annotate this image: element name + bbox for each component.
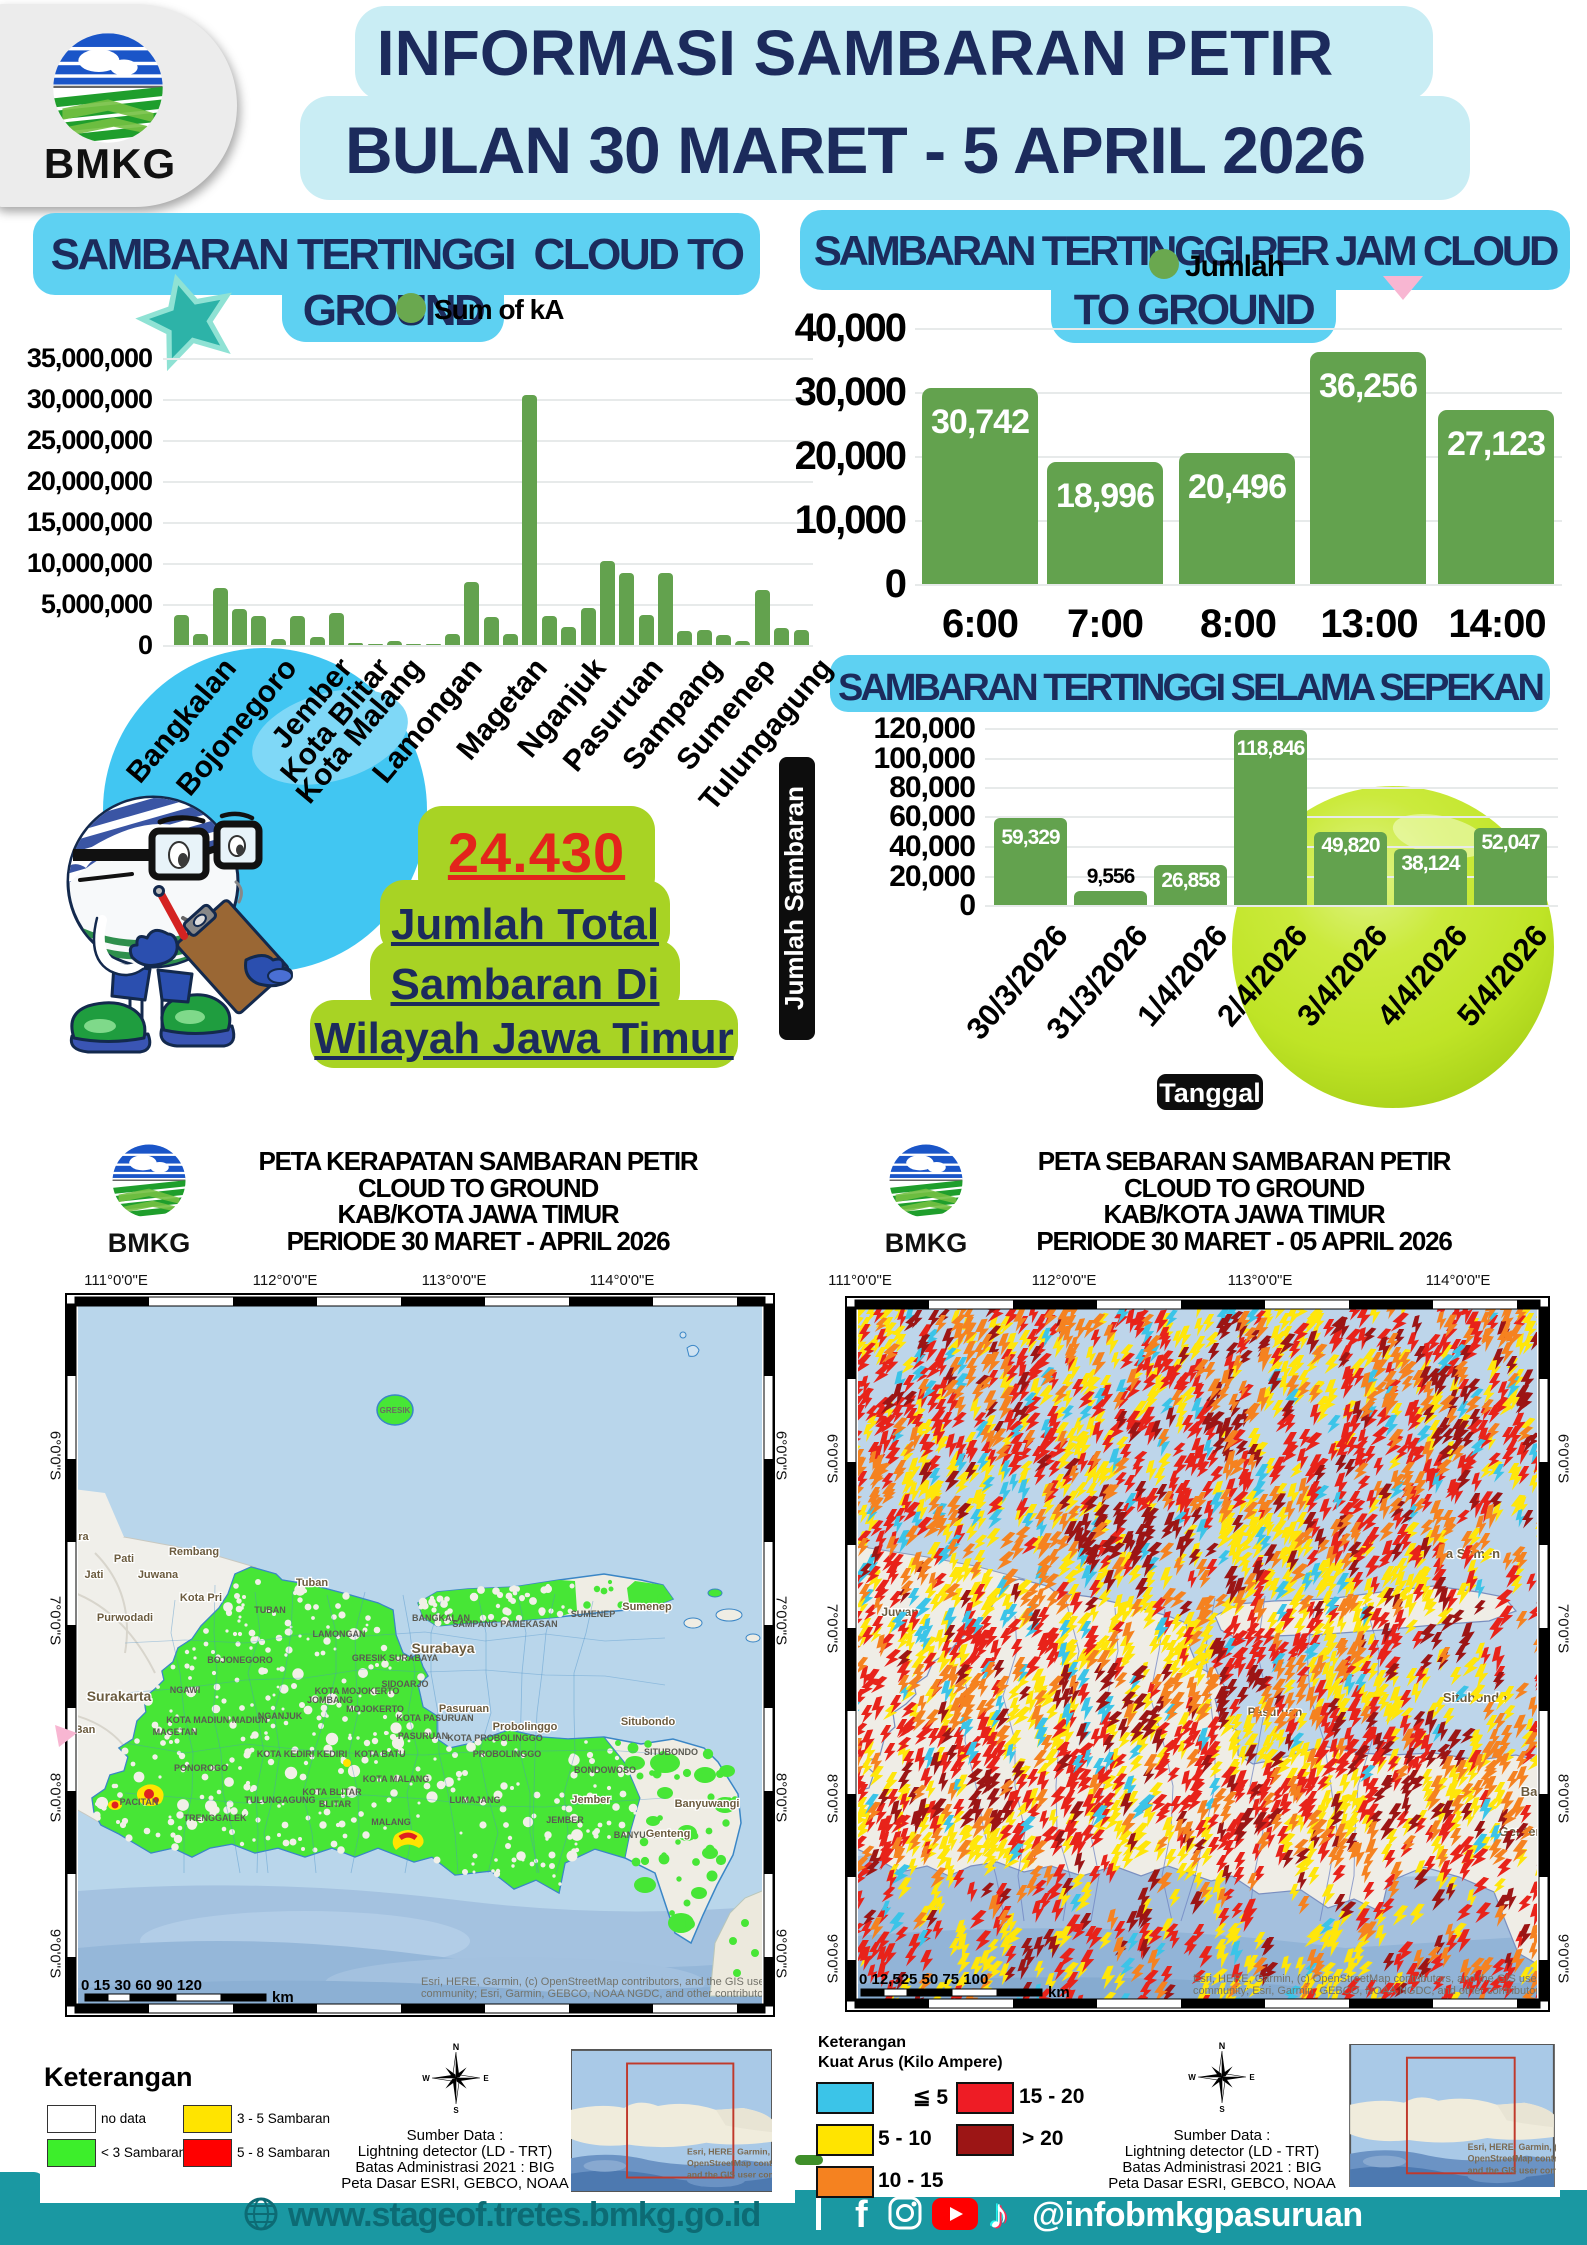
svg-text:SITUBONDO: SITUBONDO (644, 1747, 698, 1757)
svg-text:BLITAR: BLITAR (319, 1799, 352, 1809)
svg-text:Probolinggo: Probolinggo (493, 1721, 558, 1733)
svg-text:♪: ♪ (988, 2194, 1009, 2232)
svg-text:KOTA KEDIRI KEDIRI: KOTA KEDIRI KEDIRI (257, 1749, 348, 1759)
svg-text:Situbondo: Situbondo (621, 1716, 676, 1728)
svg-text:KOTA BATU: KOTA BATU (354, 1749, 405, 1759)
svg-text:Jati: Jati (85, 1569, 104, 1581)
svg-text:GRESIK: GRESIK (380, 1406, 411, 1415)
svg-text:Esri, HERE, Garmin, (c) OpenSt: Esri, HERE, Garmin, (c) OpenStreetMap co… (1193, 1973, 1541, 1985)
svg-text:E: E (483, 2074, 489, 2083)
svg-text:TRENGGALEK: TRENGGALEK (184, 1813, 248, 1823)
svg-text:JEMBER: JEMBER (546, 1815, 584, 1825)
svg-text:Genteng: Genteng (646, 1828, 691, 1840)
svg-text:N: N (1219, 2041, 1226, 2051)
svg-text:BANGKALAN: BANGKALAN (412, 1613, 470, 1623)
svg-text:KOTA MOJOKERTO: KOTA MOJOKERTO (315, 1686, 400, 1696)
svg-text:and the GIS user community,: and the GIS user community, (1468, 2165, 1556, 2175)
svg-text:km: km (1048, 1984, 1070, 2001)
svg-text:W: W (422, 2074, 430, 2083)
svg-text:Surakarta: Surakarta (87, 1688, 152, 1704)
svg-text:JOMBANG: JOMBANG (307, 1695, 353, 1705)
svg-text:KOTA PASURUAN: KOTA PASURUAN (396, 1713, 473, 1723)
svg-text:BANYUWANGI: BANYUWANGI (614, 1830, 677, 1840)
svg-text:BONDOWOSO: BONDOWOSO (574, 1765, 636, 1775)
svg-text:Surabaya: Surabaya (411, 1640, 474, 1656)
svg-text:NGAWI: NGAWI (170, 1685, 201, 1695)
svg-text:0 12,525 50 75: 0 12,525 50 75 100 (859, 1971, 988, 1988)
svg-text:Ban: Ban (1521, 1784, 1546, 1799)
svg-text:Esri, HERE, Garmin, (c) OpenSt: Esri, HERE, Garmin, (c) OpenStreetMap co… (421, 1976, 769, 1988)
svg-text:LAMONGAN: LAMONGAN (313, 1629, 366, 1639)
svg-text:PACITAN: PACITAN (120, 1797, 159, 1807)
svg-text:Banyuwangi: Banyuwangi (675, 1798, 740, 1810)
svg-text:Sumenep: Sumenep (622, 1601, 672, 1613)
svg-text:Rembang: Rembang (169, 1546, 219, 1558)
svg-text:Purwodadi: Purwodadi (97, 1612, 153, 1624)
svg-text:KOTA MADIUN MADIUN: KOTA MADIUN MADIUN (166, 1715, 268, 1725)
svg-text:SUMENEP: SUMENEP (571, 1609, 616, 1619)
svg-text:W: W (1188, 2073, 1196, 2082)
svg-text:PASURUAN: PASURUAN (398, 1731, 448, 1741)
svg-text:BOJONEGORO: BOJONEGORO (207, 1655, 273, 1665)
svg-text:community; Esri, Garmin, GEBCO: community; Esri, Garmin, GEBCO, NOAA NGD… (421, 1988, 773, 2000)
svg-text:E: E (1249, 2073, 1255, 2082)
svg-text:Esri, HERE, Garmin, (c): Esri, HERE, Garmin, (c) (1468, 2142, 1556, 2152)
svg-text:S: S (1219, 2105, 1225, 2114)
svg-text:para: para (65, 1531, 89, 1543)
svg-text:MAGETAN: MAGETAN (153, 1727, 198, 1737)
svg-text:NGANJUK: NGANJUK (258, 1711, 303, 1721)
svg-text:Juwana: Juwana (138, 1569, 179, 1581)
svg-text:TUBAN: TUBAN (254, 1605, 286, 1615)
svg-text:S: S (453, 2106, 459, 2115)
svg-text:SIDOARJO: SIDOARJO (381, 1679, 428, 1689)
svg-text:N: N (453, 2042, 460, 2052)
svg-text:OpenStreetMap contributors,: OpenStreetMap contributors, (687, 2158, 772, 2168)
svg-text:Pati: Pati (114, 1553, 134, 1565)
svg-text:Ban: Ban (75, 1724, 96, 1736)
svg-text:Tuban: Tuban (296, 1577, 328, 1589)
svg-text:MALANG: MALANG (371, 1817, 411, 1827)
svg-text:LUMAJANG: LUMAJANG (450, 1795, 501, 1805)
svg-text:MOJOKERTO: MOJOKERTO (346, 1704, 404, 1714)
svg-text:KOTA MALANG: KOTA MALANG (363, 1774, 430, 1784)
svg-text:OpenStreetMap contributors,: OpenStreetMap contributors, (1468, 2154, 1556, 2164)
svg-text:Pasuruan: Pasuruan (439, 1703, 489, 1715)
svg-text:Esri, HERE, Garmin, (c): Esri, HERE, Garmin, (c) (687, 2146, 772, 2156)
svg-text:km: km (272, 1989, 294, 2006)
svg-text:Jember: Jember (571, 1794, 611, 1806)
svg-text:TULUNGAGUNG: TULUNGAGUNG (245, 1795, 316, 1805)
svg-text:KOTA BLITAR: KOTA BLITAR (302, 1787, 362, 1797)
svg-text:PONOROGO: PONOROGO (174, 1763, 228, 1773)
svg-text:GRESIK SURABAYA: GRESIK SURABAYA (352, 1653, 439, 1663)
svg-text:KOTA PROBOLINGGO: KOTA PROBOLINGGO (447, 1733, 543, 1743)
svg-text:SAMPANG PAMEKASAN: SAMPANG PAMEKASAN (452, 1619, 557, 1629)
svg-text:♪: ♪ (986, 2194, 1007, 2232)
svg-text:0 15 30 60 90: 0 15 30 60 90 120 (81, 1977, 202, 1994)
svg-text:PROBOLINGGO: PROBOLINGGO (473, 1749, 542, 1759)
svg-text:Kota Pri: Kota Pri (180, 1592, 222, 1604)
svg-text:♪: ♪ (990, 2194, 1011, 2232)
svg-text:and the GIS user community,: and the GIS user community, (687, 2170, 772, 2180)
svg-text:community; Esri, Garmin, GEBCO: community; Esri, Garmin, GEBCO, NOAA NGD… (1193, 1985, 1545, 1997)
